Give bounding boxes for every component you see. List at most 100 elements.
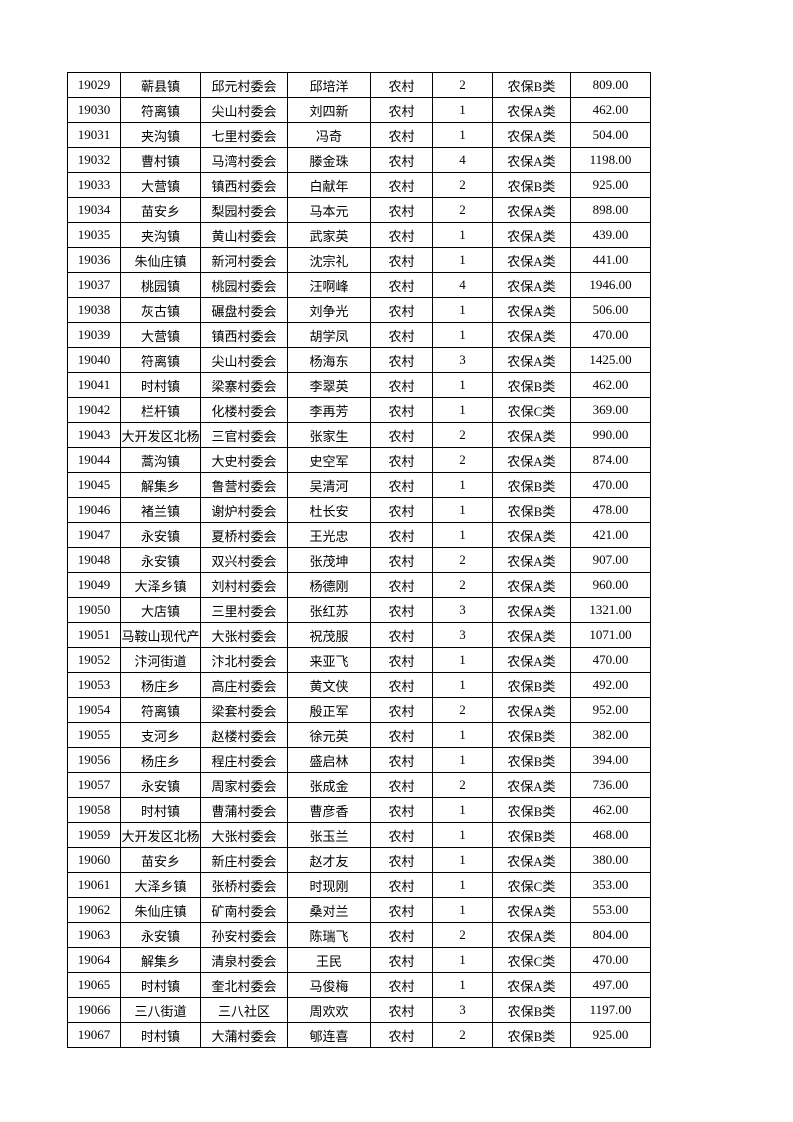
name-cell: 杜长安 (287, 497, 371, 523)
count-cell: 1 (432, 872, 493, 898)
name-cell: 杨海东 (287, 347, 371, 373)
name-cell: 滕金珠 (287, 147, 371, 173)
type-cell: 农村 (370, 447, 433, 473)
id-cell: 19063 (67, 922, 121, 948)
type-cell: 农村 (370, 122, 433, 148)
town-cell: 夹沟镇 (120, 222, 201, 248)
type-cell: 农村 (370, 397, 433, 423)
table-row: 19049 大泽乡镇 刘村村委会 杨德刚 农村 2 农保A类 960.00 (67, 572, 651, 598)
amount-cell: 960.00 (570, 572, 651, 598)
table-row: 19039 大营镇 镇西村委会 胡学凤 农村 1 农保A类 470.00 (67, 322, 651, 348)
name-cell: 张茂坤 (287, 547, 371, 573)
count-cell: 1 (432, 122, 493, 148)
name-cell: 王民 (287, 947, 371, 973)
category-cell: 农保A类 (492, 122, 571, 148)
name-cell: 陈瑞飞 (287, 922, 371, 948)
type-cell: 农村 (370, 272, 433, 298)
category-cell: 农保A类 (492, 147, 571, 173)
town-cell: 杨庄乡 (120, 747, 201, 773)
amount-cell: 382.00 (570, 722, 651, 748)
name-cell: 邱培洋 (287, 72, 371, 98)
village-cell: 周家村委会 (200, 772, 288, 798)
town-cell: 永安镇 (120, 547, 201, 573)
name-cell: 李翠英 (287, 372, 371, 398)
town-cell: 大店镇 (120, 597, 201, 623)
village-cell: 程庄村委会 (200, 747, 288, 773)
village-cell: 高庄村委会 (200, 672, 288, 698)
name-cell: 王光忠 (287, 522, 371, 548)
amount-cell: 353.00 (570, 872, 651, 898)
category-cell: 农保C类 (492, 397, 571, 423)
town-cell: 符离镇 (120, 347, 201, 373)
id-cell: 19067 (67, 1022, 121, 1048)
type-cell: 农村 (370, 247, 433, 273)
town-cell: 大营镇 (120, 322, 201, 348)
count-cell: 2 (432, 572, 493, 598)
count-cell: 1 (432, 797, 493, 823)
town-cell: 桃园镇 (120, 272, 201, 298)
id-cell: 19045 (67, 472, 121, 498)
id-cell: 19037 (67, 272, 121, 298)
village-cell: 刘村村委会 (200, 572, 288, 598)
village-cell: 梁套村委会 (200, 697, 288, 723)
type-cell: 农村 (370, 897, 433, 923)
village-cell: 新庄村委会 (200, 847, 288, 873)
category-cell: 农保A类 (492, 897, 571, 923)
category-cell: 农保A类 (492, 322, 571, 348)
name-cell: 张成金 (287, 772, 371, 798)
town-cell: 栏杆镇 (120, 397, 201, 423)
id-cell: 19035 (67, 222, 121, 248)
amount-cell: 925.00 (570, 172, 651, 198)
amount-cell: 553.00 (570, 897, 651, 923)
name-cell: 郇连喜 (287, 1022, 371, 1048)
count-cell: 3 (432, 622, 493, 648)
table-row: 19056 杨庄乡 程庄村委会 盛启林 农村 1 农保B类 394.00 (67, 747, 651, 773)
table-row: 19042 栏杆镇 化楼村委会 李再芳 农村 1 农保C类 369.00 (67, 397, 651, 423)
town-cell: 符离镇 (120, 97, 201, 123)
name-cell: 黄文侠 (287, 672, 371, 698)
village-cell: 矿南村委会 (200, 897, 288, 923)
type-cell: 农村 (370, 822, 433, 848)
amount-cell: 478.00 (570, 497, 651, 523)
id-cell: 19036 (67, 247, 121, 273)
town-cell: 永安镇 (120, 922, 201, 948)
count-cell: 2 (432, 72, 493, 98)
category-cell: 农保B类 (492, 797, 571, 823)
amount-cell: 1198.00 (570, 147, 651, 173)
type-cell: 农村 (370, 922, 433, 948)
count-cell: 1 (432, 822, 493, 848)
amount-cell: 421.00 (570, 522, 651, 548)
id-cell: 19043 (67, 422, 121, 448)
type-cell: 农村 (370, 972, 433, 998)
type-cell: 农村 (370, 772, 433, 798)
table-row: 19047 永安镇 夏桥村委会 王光忠 农村 1 农保A类 421.00 (67, 522, 651, 548)
category-cell: 农保A类 (492, 647, 571, 673)
name-cell: 盛启林 (287, 747, 371, 773)
id-cell: 19040 (67, 347, 121, 373)
table-row: 19053 杨庄乡 高庄村委会 黄文侠 农村 1 农保B类 492.00 (67, 672, 651, 698)
type-cell: 农村 (370, 497, 433, 523)
town-cell: 永安镇 (120, 772, 201, 798)
category-cell: 农保A类 (492, 597, 571, 623)
town-cell: 朱仙庄镇 (120, 897, 201, 923)
village-cell: 三里村委会 (200, 597, 288, 623)
village-cell: 尖山村委会 (200, 97, 288, 123)
name-cell: 张红苏 (287, 597, 371, 623)
amount-cell: 1197.00 (570, 997, 651, 1023)
town-cell: 时村镇 (120, 972, 201, 998)
type-cell: 农村 (370, 947, 433, 973)
count-cell: 1 (432, 897, 493, 923)
id-cell: 19047 (67, 522, 121, 548)
count-cell: 1 (432, 222, 493, 248)
type-cell: 农村 (370, 547, 433, 573)
name-cell: 张玉兰 (287, 822, 371, 848)
village-cell: 镇西村委会 (200, 322, 288, 348)
count-cell: 3 (432, 997, 493, 1023)
amount-cell: 504.00 (570, 122, 651, 148)
town-cell: 汴河街道 (120, 647, 201, 673)
id-cell: 19051 (67, 622, 121, 648)
amount-cell: 1071.00 (570, 622, 651, 648)
town-cell: 褚兰镇 (120, 497, 201, 523)
id-cell: 19057 (67, 772, 121, 798)
